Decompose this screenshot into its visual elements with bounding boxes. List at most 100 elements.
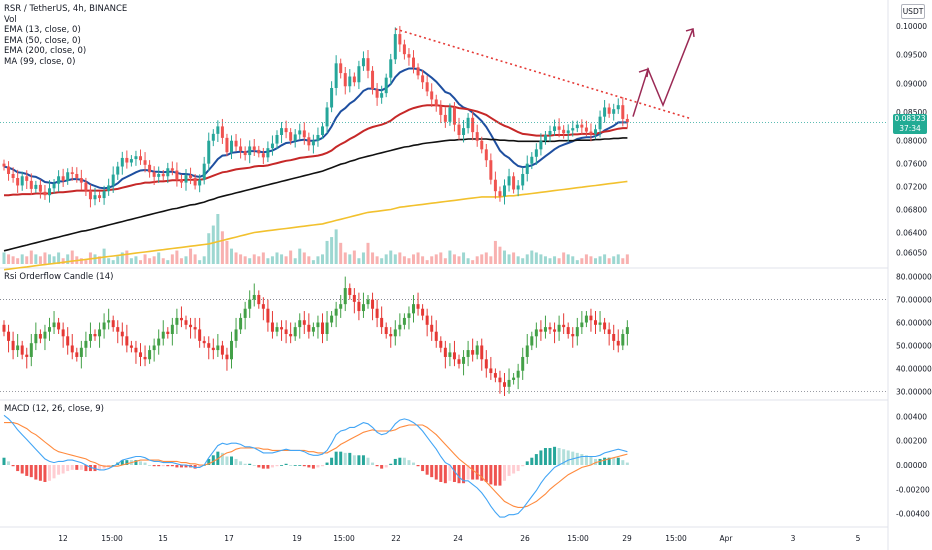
candle-body [266,148,270,158]
volume-bar [175,250,179,264]
candle-body [584,127,588,132]
volume-bar [25,256,29,264]
macd-histogram-bar [166,465,170,467]
rsi-candle-body [20,345,24,355]
rsi-candle-body [489,368,493,374]
rsi-candle-body [129,345,133,348]
macd-histogram-bar [402,457,406,465]
candle-body [139,156,142,161]
rsi-candle-body [521,356,525,371]
rsi-candle-body [462,356,466,364]
volume-bar [157,252,161,264]
macd-histogram-bar [125,460,129,465]
candle-body [557,126,561,130]
volume-bar [548,258,552,264]
macd-histogram-bar [234,458,238,465]
rsi-candle-body [607,329,611,334]
legend-ema50[interactable]: EMA (50, close, 0) [4,35,81,46]
currency-button[interactable]: USDT [901,4,925,19]
rsi-legend[interactable]: Rsi Orderflow Candle (14) [4,272,114,282]
rsi-candle-body [248,299,252,309]
candle-body [625,118,629,123]
macd-histogram-bar [211,455,215,465]
volume-bar [289,250,293,264]
legend-ema200[interactable]: EMA (200, close, 0) [4,46,87,56]
macd-histogram-bar [380,465,384,469]
legend-symbol[interactable]: RSR / TetherUS, 4h, BINANCE [4,4,128,14]
candle-body [43,191,47,196]
legend-vol[interactable]: Vol [4,14,17,25]
volume-bar [512,252,516,264]
volume-bar [521,258,525,264]
volume-bar [220,231,224,264]
time-tick-label: 15:00 [333,534,355,543]
rsi-candle-body [307,324,311,332]
candle-body [120,157,124,167]
macd-histogram-bar [334,451,338,465]
descending-trendline [395,28,691,120]
macd-histogram-bar [457,465,461,484]
rsi-candle-body [439,340,443,348]
volume-bar [462,252,466,264]
rsi-candle-body [29,343,33,357]
candle-body [603,107,607,117]
volume-bar [425,260,429,264]
volume-bar [480,254,484,264]
time-tick-label: 17 [224,534,234,543]
volume-bar [530,250,534,264]
volume-bar [421,256,425,264]
candle-body [348,76,352,87]
rsi-candle-body [421,308,425,316]
candle-body [98,195,102,199]
rsi-candle-body [157,338,161,346]
volume-bar [184,256,188,264]
rsi-candle-body [70,345,74,353]
volume-bar [430,256,434,264]
candle-body [480,140,484,150]
rsi-candle-body [407,313,411,318]
candle-body [575,124,579,129]
volume-bar [275,252,279,264]
volume-bar [575,260,579,264]
legend-ema13[interactable]: EMA (13, close, 0) [4,25,81,35]
macd-histogram-bar [607,457,611,465]
macd-histogram-bar [366,457,370,465]
macd-histogram-bar [84,465,88,472]
volume-bar [325,240,329,264]
rsi-candle-body [75,352,79,357]
macd-histogram-bar [29,465,33,478]
candle-body [207,140,211,164]
macd-histogram-bar [302,465,306,467]
macd-legend[interactable]: MACD (12, 26, close, 9) [4,404,104,414]
time-tick-label: 26 [520,534,530,543]
candle-body [407,54,411,58]
macd-histogram-bar [148,465,152,466]
rsi-candle-body [184,320,188,325]
legend-ma99[interactable]: MA (99, close, 0) [4,56,76,67]
macd-histogram-bar [293,465,297,466]
macd-histogram-bar [275,465,279,467]
candle-body [38,184,42,192]
volume-bar [284,256,288,264]
time-tick-label: 5 [856,534,861,543]
rsi-candle-body [425,315,429,325]
candle-body [366,58,370,71]
rsi-candle-body [553,329,557,332]
volume-bar [261,252,265,264]
volume-bar [111,260,115,264]
volume-bar [402,256,406,264]
macd-histogram-bar [352,455,356,465]
candle-body [57,176,61,184]
rsi-candle-body [79,347,83,357]
macd-histogram-bar [61,465,65,474]
volume-bar [557,258,561,264]
macd-histogram-bar [439,465,443,482]
rsi-candle-body [43,331,47,339]
volume-bar [43,252,47,264]
macd-histogram-bar [161,465,165,467]
candle-body [302,130,306,138]
rsi-candle-body [316,322,320,328]
volume-bar [625,254,629,264]
candle-body [257,149,261,154]
